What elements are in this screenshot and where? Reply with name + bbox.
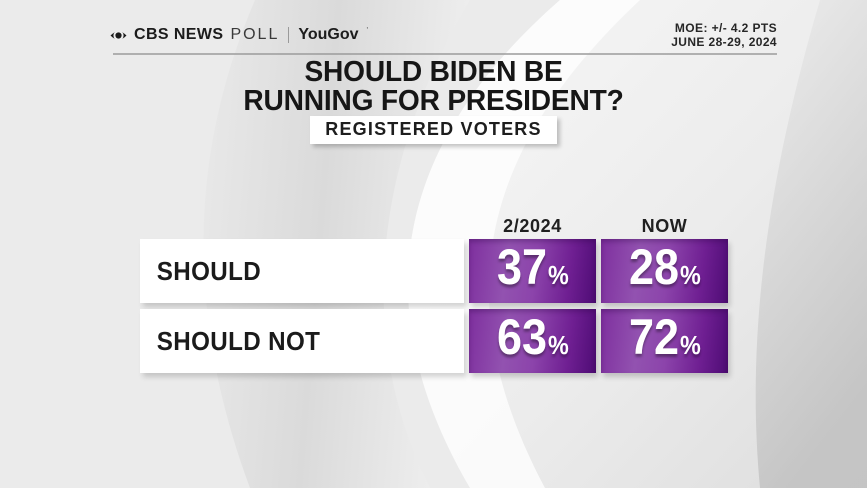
cbs-eye-icon [110, 27, 127, 44]
subtitle-wrap: REGISTERED VOTERS [0, 116, 867, 144]
value-should-now: 28 [628, 239, 679, 295]
row-label-should: SHOULD [140, 239, 464, 303]
row-label-should-not: SHOULD NOT [140, 309, 464, 373]
value-should-not-now: 72 [628, 309, 679, 365]
title-line-1: SHOULD BIDEN BE [304, 56, 563, 88]
logo-yougov: YouGov [298, 26, 359, 43]
title-line-2: RUNNING FOR PRESIDENT? [243, 85, 624, 117]
cell-should-not-now: 72 % [601, 309, 728, 373]
row-label-should-text: SHOULD [156, 255, 262, 286]
page-title: SHOULD BIDEN BE RUNNING FOR PRESIDENT? [0, 58, 867, 116]
percent-sign: % [547, 260, 569, 290]
column-header-2-2024: 2/2024 [503, 216, 562, 236]
percent-sign: % [679, 260, 701, 290]
logo-yougov-mark: ' [366, 26, 369, 35]
moe-date-block: MOE: +/- 4.2 PTS JUNE 28-29, 2024 [671, 21, 777, 49]
column-header-now: NOW [641, 216, 688, 236]
cell-should-now: 28 % [601, 239, 728, 303]
row-label-should-not-text: SHOULD NOT [156, 325, 321, 356]
cell-should-not-2024: 63 % [469, 309, 596, 373]
cell-should-2024: 37 % [469, 239, 596, 303]
percent-sign: % [679, 330, 701, 360]
value-should-2024: 37 [496, 239, 547, 295]
logo-cbs-news: CBS NEWS [134, 26, 224, 43]
logo-poll: POLL [230, 26, 280, 43]
cbs-news-poll-logo: CBS NEWS POLL YouGov ' [110, 26, 368, 44]
header-rule [113, 53, 777, 55]
percent-sign: % [547, 330, 569, 360]
registered-voters-badge: REGISTERED VOTERS [310, 116, 557, 144]
poll-date-text: JUNE 28-29, 2024 [671, 35, 777, 49]
value-should-not-2024: 63 [496, 309, 547, 365]
moe-text: MOE: +/- 4.2 PTS [674, 21, 777, 35]
logo-divider [288, 27, 290, 43]
